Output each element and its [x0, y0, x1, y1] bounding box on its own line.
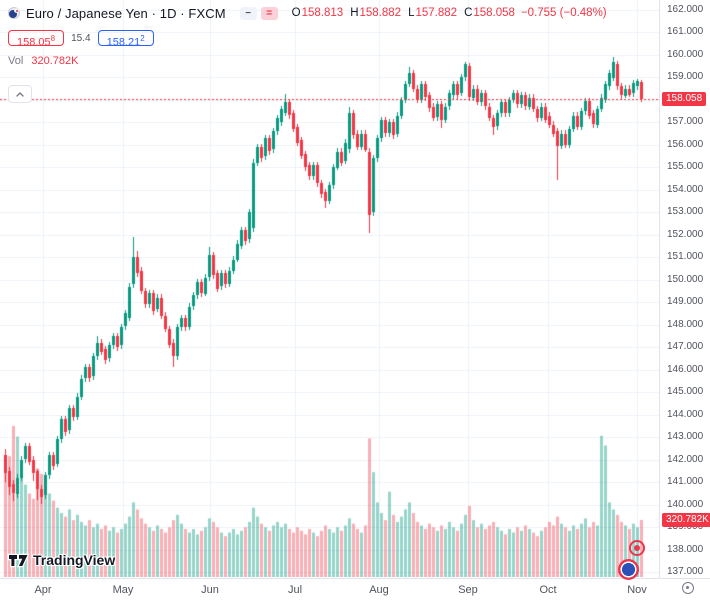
price-tick-label: 159.000: [667, 71, 704, 83]
time-tick-label: Apr: [34, 584, 52, 596]
price-tick-label: 160.000: [667, 48, 704, 60]
price-tick-label: 148.000: [667, 318, 704, 330]
chevron-up-icon: [16, 91, 24, 97]
symbol-row: Euro / Japanese Yen · 1D · FXCM − = O 158…: [8, 4, 607, 22]
price-tick-label: 147.000: [667, 341, 704, 353]
red-dot-marker-icon: [629, 540, 645, 556]
tradingview-watermark[interactable]: TradingView: [8, 552, 115, 568]
time-axis[interactable]: Apr May Jun Jul Aug Sep Oct Nov: [0, 578, 659, 600]
axis-corner: [659, 578, 710, 600]
ask-button[interactable]: 158.212: [97, 30, 154, 49]
bid-ask-row: 158.058 15.4 158.212: [8, 29, 607, 49]
price-tick-label: 162.000: [667, 4, 704, 15]
time-tick-label: Aug: [369, 584, 389, 596]
price-tick-label: 151.000: [667, 251, 704, 263]
last-price-tag: 158.058: [662, 91, 707, 106]
price-tick-label: 141.000: [667, 476, 704, 488]
price-tick-label: 142.000: [667, 453, 704, 465]
time-tick-label: May: [112, 584, 134, 596]
time-tick-label: Jun: [201, 584, 219, 596]
price-tick-label: 157.000: [667, 116, 704, 128]
collapse-legend-button[interactable]: [8, 85, 32, 103]
volume-row: Vol 320.782K: [8, 55, 607, 67]
price-tick-label: 153.000: [667, 206, 704, 218]
price-tick-label: 138.000: [667, 543, 704, 555]
volume-tag: 320.782K: [662, 513, 710, 527]
price-tick-label: 140.000: [667, 498, 704, 510]
low-value: 157.882: [415, 7, 458, 19]
price-tick-label: 145.000: [667, 386, 704, 398]
price-tick-label: 152.000: [667, 228, 704, 240]
volume-label: Vol: [8, 55, 24, 67]
minus-pill-button[interactable]: −: [239, 6, 257, 20]
currency-pair-icon: [8, 7, 20, 19]
high-label: H: [350, 7, 359, 19]
price-tick-label: 155.000: [667, 161, 704, 173]
high-value: 158.882: [359, 7, 402, 19]
concentric-rings-marker-icon: [618, 559, 639, 580]
price-tick-label: 154.000: [667, 183, 704, 195]
time-tick-label: Jul: [287, 584, 303, 596]
price-tick-label: 137.000: [667, 566, 704, 577]
scroll-target-icon[interactable]: [682, 582, 694, 594]
price-axis[interactable]: 162.000161.000160.000159.000158.000157.0…: [659, 0, 710, 578]
watermark-text: TradingView: [33, 552, 116, 568]
price-tick-label: 143.000: [667, 431, 704, 443]
tradingview-logo-icon: [8, 553, 29, 567]
symbol-title[interactable]: Euro / Japanese Yen · 1D · FXCM: [26, 5, 226, 21]
low-label: L: [408, 7, 415, 19]
price-tick-label: 161.000: [667, 26, 704, 38]
spread-value: 15.4: [71, 32, 91, 44]
chart-legend: Euro / Japanese Yen · 1D · FXCM − = O 158…: [8, 4, 607, 103]
bid-button[interactable]: 158.058: [8, 30, 65, 49]
price-tick-label: 149.000: [667, 296, 704, 308]
ohlc-values: O 158.813 H 158.882 L 157.882 C 158.058 −0.7…: [292, 7, 607, 19]
open-value: 158.813: [301, 7, 344, 19]
open-label: O: [291, 7, 301, 19]
price-tick-label: 156.000: [667, 138, 704, 150]
time-tick-label: Nov: [627, 584, 647, 596]
volume-value: 320.782K: [31, 55, 79, 67]
change-value: −0.755 (−0.48%): [520, 7, 607, 19]
time-tick-label: Oct: [539, 584, 557, 596]
price-tick-label: 144.000: [667, 408, 704, 420]
price-tick-label: 146.000: [667, 363, 704, 375]
equals-pill-button[interactable]: =: [260, 6, 278, 20]
price-tick-label: 150.000: [667, 273, 704, 285]
time-tick-label: Sep: [458, 584, 478, 596]
price-chart-canvas[interactable]: [0, 0, 659, 577]
close-label: C: [464, 7, 473, 19]
close-value: 158.058: [473, 7, 515, 19]
